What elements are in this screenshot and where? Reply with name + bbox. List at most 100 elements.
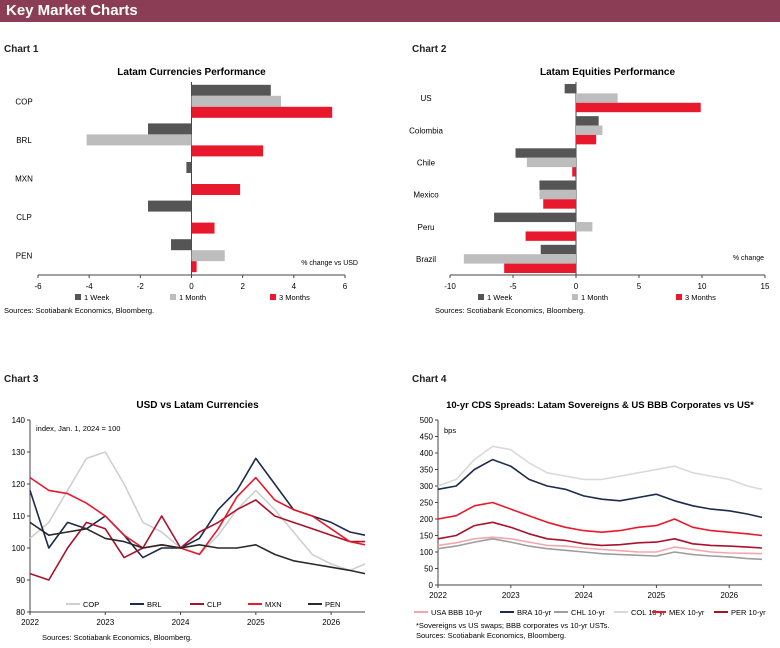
chart-3-series-pen (29, 521, 366, 575)
chart-2-bar-peru-1-month (576, 222, 593, 232)
chart-2-bar-colombia-1-month (576, 125, 603, 135)
chart-4-series-col-10-yr (437, 445, 763, 491)
chart-1-legend-swatch-1-week (75, 294, 81, 300)
chart-1-x-tick-label: 0 (189, 282, 194, 291)
chart-2-annotation: % change (733, 255, 764, 262)
chart-1-bar-pen-3-months (191, 261, 197, 273)
chart-3-legend-label-brl: BRL (147, 600, 162, 609)
chart-2-legend-swatch-1-week (478, 294, 484, 300)
chart-3-y-tick-label: 140 (12, 416, 26, 425)
chart-2-x-tick-label: 5 (637, 282, 642, 291)
chart-4-series-bra-10-yr (437, 458, 763, 519)
chart-4-y-tick-label: 0 (429, 581, 434, 590)
chart-3-y-tick-label: 120 (12, 480, 26, 489)
chart-3-y-tick-label: 90 (16, 576, 25, 585)
chart-4-y-tick-label: 50 (424, 565, 433, 574)
chart-1-bar-mxn-1-week (186, 162, 192, 173)
chart-3-x-tick-label: 2023 (96, 618, 114, 627)
chart-3-series-clp (29, 499, 365, 581)
chart-2-category-brazil: Brazil (416, 255, 436, 264)
chart-1-x-tick-label: 2 (240, 282, 245, 291)
chart-2-bar-peru-1-week (494, 212, 576, 223)
chart-4-heading: Chart 4 (412, 374, 447, 385)
chart-4-cds-spreads: 10-yr CDS Spreads: Latam Sovereigns & US… (414, 400, 766, 640)
chart-3-legend-label-cop: COP (83, 600, 99, 609)
chart-1-bar-clp-1-week (148, 200, 192, 212)
chart-2-x-tick-label: -10 (444, 282, 456, 291)
header-banner: Key Market Charts (0, 0, 780, 22)
chart-1-source: Sources: Scotiabank Economics, Bloomberg… (4, 306, 154, 315)
chart-1-category-cop: COP (15, 97, 32, 106)
chart-1-legend-label-1-month: 1 Month (179, 293, 206, 302)
chart-1-bar-pen-1-week (171, 239, 192, 251)
chart-2-heading: Chart 2 (412, 44, 447, 55)
chart-1-annotation: % change vs USD (301, 260, 358, 267)
chart-1-legend-label-3-months: 3 Months (279, 293, 310, 302)
chart-3-series-cop (29, 451, 366, 572)
chart-2-category-peru: Peru (418, 223, 435, 232)
chart-1-x-tick-label: -6 (34, 282, 42, 291)
chart-1-legend-label-1-week: 1 Week (84, 293, 110, 302)
chart-2-legend-label-3-months: 3 Months (685, 293, 716, 302)
chart-4-footnote: *Sovereigns vs US swaps; BBB corporates … (416, 621, 609, 630)
chart-2-source: Sources: Scotiabank Economics, Bloomberg… (435, 306, 585, 315)
chart-3-y-tick-label: 100 (12, 544, 26, 553)
chart-2-bar-brazil-1-week (540, 244, 576, 255)
chart-3-series-mxn (29, 476, 366, 556)
chart-1-bar-cop-1-month (191, 95, 282, 107)
chart-1-category-clp: CLP (16, 213, 32, 222)
chart-2-x-tick-label: 15 (761, 282, 770, 291)
chart-2-category-mexico: Mexico (413, 191, 439, 200)
chart-1-bar-mxn-3-months (191, 184, 241, 195)
chart-2-bar-brazil-1-month (463, 254, 576, 264)
chart-1-bar-pen-1-month (191, 250, 225, 262)
chart-4-source: Sources: Scotiabank Economics, Bloomberg… (416, 631, 566, 640)
chart-1-bar-clp-3-months (191, 222, 215, 234)
chart-4-y-tick-label: 300 (420, 482, 434, 491)
chart-3-annotation: index, Jan. 1, 2024 = 100 (36, 424, 120, 433)
chart-2-x-tick-label: -5 (509, 282, 517, 291)
chart-4-y-tick-label: 100 (420, 548, 434, 557)
page-title: Key Market Charts (6, 2, 138, 19)
chart-2-bar-peru-3-months (525, 231, 576, 241)
chart-3-legend-label-clp: CLP (207, 600, 222, 609)
chart-4-x-tick-label: 2024 (575, 591, 593, 600)
chart-3-y-tick-label: 130 (12, 448, 26, 457)
chart-1-bar-cop-1-week (191, 84, 271, 96)
chart-3-y-tick-label: 80 (16, 608, 25, 617)
chart-2-title: Latam Equities Performance (540, 67, 675, 78)
chart-2-latam-equities: Latam Equities Performance -10 -5 0 5 10 15 US C… (409, 67, 770, 315)
chart-2-bar-chile-1-month (526, 157, 576, 168)
chart-4-legend-label-bra-10-yr: BRA 10-yr (517, 608, 552, 617)
chart-4-y-tick-label: 400 (420, 449, 434, 458)
chart-4-legend-label-mex-10-yr: MEX 10-yr (669, 608, 705, 617)
chart-1-heading: Chart 1 (4, 44, 39, 55)
chart-4-series-usa-bbb-10-yr (437, 536, 763, 555)
chart-2-legend-label-1-week: 1 Week (487, 293, 513, 302)
chart-4-y-tick-label: 250 (420, 499, 434, 508)
chart-1-x-tick-label: 6 (343, 282, 348, 291)
chart-2-x-tick-label: 10 (698, 282, 707, 291)
chart-3-x-tick-label: 2026 (322, 618, 340, 627)
chart-4-y-tick-label: 500 (420, 416, 434, 425)
chart-2-legend-swatch-1-month (572, 294, 578, 300)
chart-4-series-chl-10-yr (437, 538, 763, 561)
chart-1-x-tick-label: 4 (292, 282, 297, 291)
chart-1-title: Latam Currencies Performance (117, 67, 266, 78)
chart-1-category-brl: BRL (16, 136, 32, 145)
chart-4-legend-label-per-10-yr: PER 10-yr (731, 608, 766, 617)
chart-4-annotation: bps (444, 426, 456, 435)
chart-4-legend-label-chl-10-yr: CHL 10-yr (571, 608, 605, 617)
chart-2-bar-chile-1-week (515, 148, 576, 158)
chart-2-bar-colombia-1-week (576, 116, 599, 126)
chart-1-legend-swatch-3-months (270, 294, 276, 300)
chart-3-x-tick-label: 2025 (247, 618, 265, 627)
chart-4-x-tick-label: 2023 (502, 591, 520, 600)
chart-2-bar-brazil-3-months (504, 263, 576, 274)
chart-2-bar-chile-3-months (572, 167, 576, 177)
chart-2-bar-mexico-1-month (539, 189, 576, 200)
chart-3-x-tick-label: 2024 (172, 618, 190, 627)
chart-3-heading: Chart 3 (4, 374, 39, 385)
chart-4-legend-label-usa-bbb-10-yr: USA BBB 10-yr (431, 608, 483, 617)
chart-1-x-tick-label: -4 (86, 282, 94, 291)
